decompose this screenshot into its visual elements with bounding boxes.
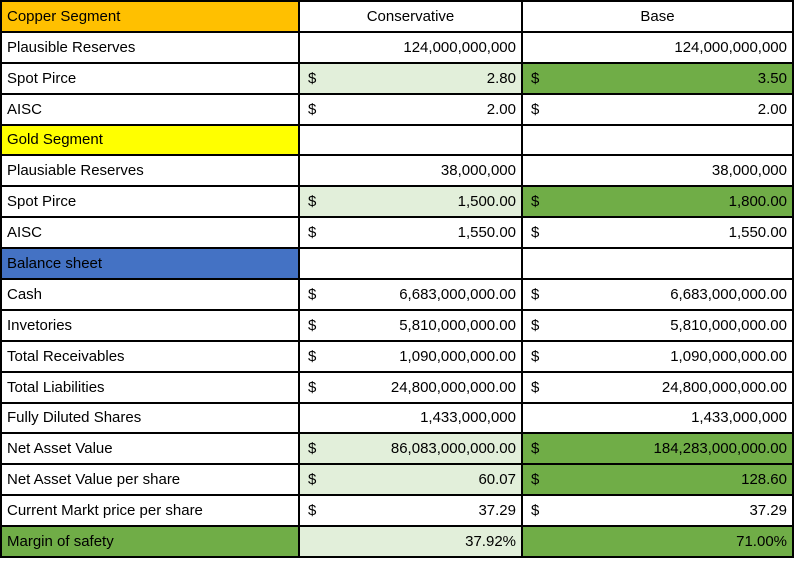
cell-nav-conservative[interactable]: $ 86,083,000,000.00 [300,434,521,464]
cell-gold-spot-base[interactable]: $ 1,800.00 [523,187,792,217]
cell-inventories-base[interactable]: $ 5,810,000,000.00 [523,310,792,340]
cell-value: 2.00 [486,100,516,118]
cell-value: 86,083,000,000.00 [390,440,516,458]
dollar-sign: $ [531,378,540,396]
cell-liabilities-base[interactable]: $ 24,800,000,000.00 [523,372,792,402]
cell-inventories-conservative[interactable]: $ 5,810,000,000.00 [300,310,521,340]
dollar-sign: $ [531,471,540,489]
dollar-sign: $ [531,69,540,87]
dollar-sign: $ [531,193,540,211]
row-label-inventories[interactable]: Invetories [2,310,298,340]
cell-copper-spot-conservative[interactable]: $ 2.80 [300,63,521,93]
cell-cash-conservative[interactable]: $ 6,683,000,000.00 [300,280,521,309]
cell-gold-reserves-conservative[interactable]: 38,000,000 [300,156,521,186]
row-label-total-liabilities[interactable]: Total Liabilities [2,372,298,402]
cell-value: 37.29 [749,502,787,520]
dollar-sign: $ [531,347,540,365]
dollar-sign: $ [308,193,317,211]
cell-liabilities-conservative[interactable]: $ 24,800,000,000.00 [300,372,521,402]
dollar-sign: $ [308,285,317,303]
cell-value: 24,800,000,000.00 [390,378,516,396]
cell-market-price-conservative[interactable]: $ 37.29 [300,496,521,526]
cell-copper-spot-base[interactable]: $ 3.50 [523,63,792,93]
dollar-sign: $ [308,224,317,242]
cell-copper-reserves-conservative[interactable]: 124,000,000,000 [300,32,521,62]
cell-gold-spot-conservative[interactable]: $ 1,500.00 [300,187,521,217]
cell-empty[interactable] [300,125,521,155]
row-label-gold-spot-price[interactable]: Spot Pirce [2,187,298,217]
row-label-current-market-price[interactable]: Current Markt price per share [2,496,298,526]
cell-market-price-base[interactable]: $ 37.29 [523,496,792,526]
valuation-spreadsheet: Copper Segment Conservative Base Plausib… [0,0,794,558]
cell-cash-base[interactable]: $ 6,683,000,000.00 [523,280,792,309]
cell-receivables-base[interactable]: $ 1,090,000,000.00 [523,341,792,371]
cell-gold-aisc-base[interactable]: $ 1,550.00 [523,218,792,248]
cell-receivables-conservative[interactable]: $ 1,090,000,000.00 [300,341,521,371]
cell-value: 1,800.00 [728,193,787,211]
dollar-sign: $ [308,316,317,334]
cell-nav-base[interactable]: $ 184,283,000,000.00 [523,434,792,464]
cell-shares-base[interactable]: 1,433,000,000 [523,403,792,433]
row-label-margin-of-safety[interactable]: Margin of safety [2,527,298,556]
cell-margin-conservative[interactable]: 37.92% [300,527,521,556]
dollar-sign: $ [308,440,317,458]
dollar-sign: $ [531,224,540,242]
dollar-sign: $ [308,471,317,489]
cell-value: 1,500.00 [457,193,516,211]
row-label-gold-aisc[interactable]: AISC [2,218,298,248]
row-label-copper-plausible-reserves[interactable]: Plausible Reserves [2,32,298,62]
cell-nav-per-share-base[interactable]: $ 128.60 [523,465,792,495]
row-label-nav-per-share[interactable]: Net Asset Value per share [2,465,298,495]
cell-empty[interactable] [523,125,792,155]
dollar-sign: $ [531,316,540,334]
cell-value: 2.80 [486,69,516,87]
cell-value: 37.29 [478,502,516,520]
dollar-sign: $ [308,100,317,118]
dollar-sign: $ [531,100,540,118]
column-header-base[interactable]: Base [523,2,792,31]
row-label-net-asset-value[interactable]: Net Asset Value [2,434,298,464]
cell-value: 6,683,000,000.00 [399,285,516,303]
cell-gold-aisc-conservative[interactable]: $ 1,550.00 [300,218,521,248]
cell-value: 24,800,000,000.00 [661,378,787,396]
cell-value: 128.60 [741,471,787,489]
column-header-conservative[interactable]: Conservative [300,2,521,31]
dollar-sign: $ [531,502,540,520]
cell-value: 1,550.00 [457,224,516,242]
cell-value: 1,090,000,000.00 [399,347,516,365]
section-header-gold-segment[interactable]: Gold Segment [2,125,298,155]
cell-value: 1,090,000,000.00 [670,347,787,365]
row-label-copper-aisc[interactable]: AISC [2,94,298,124]
section-header-copper-segment[interactable]: Copper Segment [2,2,298,31]
row-label-copper-spot-price[interactable]: Spot Pirce [2,63,298,93]
row-label-gold-plausiable-reserves[interactable]: Plausiable Reserves [2,156,298,186]
dollar-sign: $ [308,378,317,396]
cell-value: 60.07 [478,471,516,489]
cell-copper-aisc-base[interactable]: $ 2.00 [523,94,792,124]
dollar-sign: $ [308,502,317,520]
cell-copper-aisc-conservative[interactable]: $ 2.00 [300,94,521,124]
row-label-fully-diluted-shares[interactable]: Fully Diluted Shares [2,403,298,433]
cell-value: 3.50 [757,69,787,87]
cell-value: 2.00 [757,100,787,118]
cell-value: 5,810,000,000.00 [399,316,516,334]
cell-copper-reserves-base[interactable]: 124,000,000,000 [523,32,792,62]
row-label-total-receivables[interactable]: Total Receivables [2,341,298,371]
cell-empty[interactable] [300,249,521,278]
cell-margin-base[interactable]: 71.00% [523,527,792,556]
cell-gold-reserves-base[interactable]: 38,000,000 [523,156,792,186]
row-label-cash[interactable]: Cash [2,280,298,309]
cell-value: 6,683,000,000.00 [670,285,787,303]
dollar-sign: $ [308,347,317,365]
cell-value: 1,550.00 [728,224,787,242]
cell-value: 5,810,000,000.00 [670,316,787,334]
dollar-sign: $ [531,285,540,303]
dollar-sign: $ [531,440,540,458]
section-header-balance-sheet[interactable]: Balance sheet [2,249,298,278]
cell-shares-conservative[interactable]: 1,433,000,000 [300,403,521,433]
cell-nav-per-share-conservative[interactable]: $ 60.07 [300,465,521,495]
cell-value: 184,283,000,000.00 [653,440,787,458]
cell-empty[interactable] [523,249,792,278]
dollar-sign: $ [308,69,317,87]
